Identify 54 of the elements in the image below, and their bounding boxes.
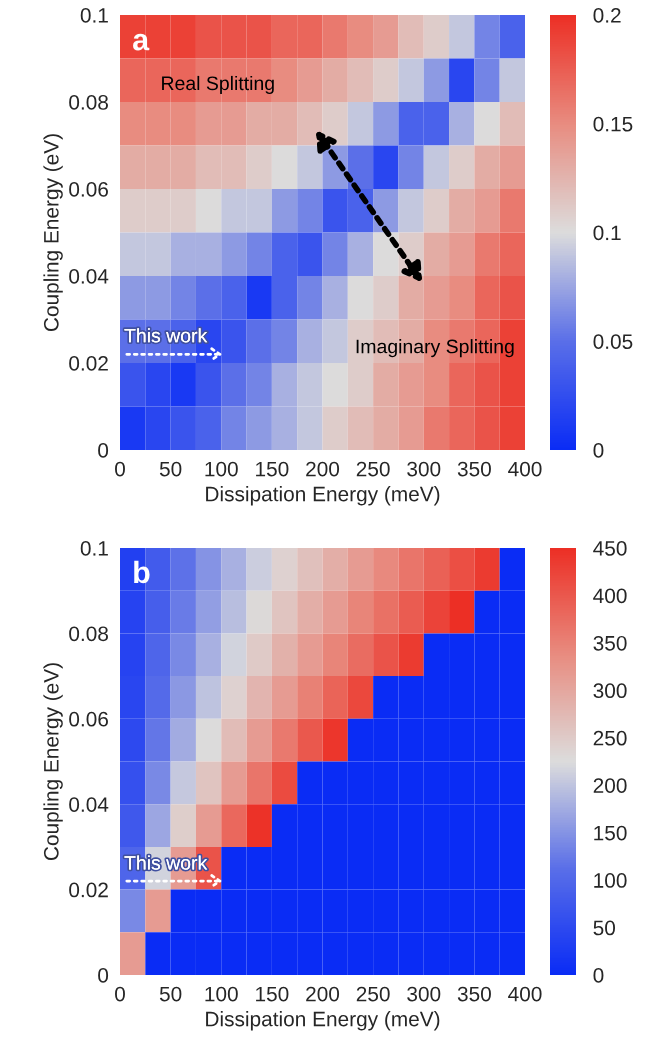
y-axis-title: Coupling Energy (eV): [43, 663, 63, 861]
annotation: b: [134, 560, 150, 584]
y-tick-label: 0.04: [69, 269, 109, 284]
x-tick-label: 150: [256, 986, 289, 1002]
color-bar-label: 400: [593, 588, 627, 604]
y-tick-label: 0: [98, 443, 109, 458]
x-tick-label: 250: [356, 986, 390, 1002]
color-bar-label: 0: [593, 968, 604, 983]
y-tick-label: 0.06: [69, 711, 108, 727]
y-tick-label: 0.08: [69, 626, 108, 642]
y-tick-label: 0.04: [69, 797, 109, 812]
y-axis-title: Coupling Energy (eV): [43, 134, 63, 332]
color-bar-label: 450: [593, 541, 627, 556]
y-tick-label: 0.08: [69, 95, 108, 110]
annotation: Real Splitting: [162, 75, 274, 95]
y-tick-label: 0.1: [80, 541, 108, 556]
x-tick-label: 300: [407, 461, 441, 477]
x-tick-label: 200: [306, 461, 340, 477]
y-tick-label: 0.1: [80, 8, 108, 23]
annotation: a: [133, 33, 150, 51]
x-tick-label: 400: [508, 461, 542, 477]
color-bar-label: 0.05: [593, 334, 633, 349]
color-bar-label: 50: [593, 920, 616, 936]
color-bar-label: 300: [593, 683, 627, 699]
y-tick-label: 0.02: [69, 882, 108, 898]
color-bar-label: 0.1: [593, 225, 621, 241]
x-tick-label: 300: [407, 986, 441, 1002]
x-tick-label: 400: [508, 986, 542, 1002]
x-axis-title: Dissipation Energy (meV): [206, 1011, 440, 1031]
x-tick-label: 350: [457, 461, 491, 477]
color-bar-label: 0.2: [593, 8, 621, 23]
color-bar-label: 100: [594, 873, 627, 888]
x-tick-label: 0: [115, 986, 125, 1002]
x-tick-label: 100: [205, 461, 238, 477]
x-tick-label: 150: [256, 461, 289, 477]
x-tick-label: 200: [306, 986, 340, 1002]
y-tick-label: 0.02: [69, 356, 108, 371]
x-tick-label: 250: [356, 461, 390, 477]
x-tick-label: 50: [159, 461, 182, 477]
color-bar-label: 200: [593, 778, 627, 793]
annotation: Imaginary Splitting: [356, 339, 514, 358]
color-bar-label: 0: [593, 443, 604, 458]
y-tick-label: 0: [98, 968, 109, 983]
color-bar-label: 350: [593, 635, 627, 651]
color-bar-label: 250: [593, 730, 627, 746]
color-bar-label: 0.15: [593, 116, 633, 132]
annotation: This work: [124, 328, 208, 343]
x-axis-title: Dissipation Energy (meV): [206, 486, 440, 506]
x-tick-label: 0: [115, 461, 125, 477]
y-tick-label: 0.06: [69, 182, 108, 197]
color-bar-label: 150: [594, 825, 627, 841]
x-tick-label: 350: [457, 986, 491, 1002]
x-tick-label: 100: [205, 986, 238, 1002]
x-tick-label: 50: [159, 986, 182, 1002]
